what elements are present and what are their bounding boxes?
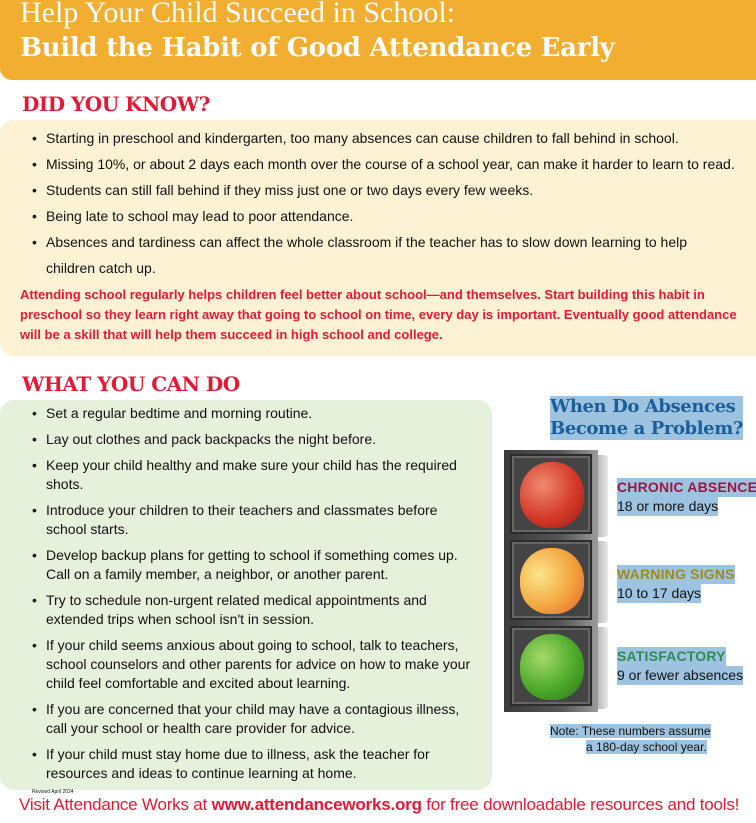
what-you-can-do-heading: WHAT YOU CAN DO: [22, 372, 240, 396]
level-label: CHRONIC ABSENCE: [617, 478, 756, 497]
list-item: Being late to school may lead to poor at…: [32, 203, 756, 229]
title-line-1: Help Your Child Succeed in School:: [20, 0, 455, 29]
level-detail: 18 or more days: [617, 497, 719, 516]
list-item: If your child seems anxious about going …: [32, 636, 472, 693]
panel-title-line-1: When Do Absences: [550, 396, 736, 417]
list-item: Develop backup plans for getting to scho…: [32, 546, 472, 584]
light-cell-yellow: [510, 540, 592, 620]
light-tab: [598, 455, 608, 537]
list-item: Students can still fall behind if they m…: [32, 177, 756, 203]
red-apple-icon: [520, 462, 584, 528]
traffic-light-graphic: [504, 450, 598, 712]
did-you-know-heading: DID YOU KNOW?: [22, 92, 210, 116]
level-warning: WARNING SIGNS 10 to 17 days: [617, 565, 735, 603]
level-detail: 9 or fewer absences: [617, 666, 744, 685]
revised-date: Revised April 2024: [32, 789, 74, 795]
list-item: If your child must stay home due to illn…: [32, 745, 472, 783]
list-item: Lay out clothes and pack backpacks the n…: [32, 430, 472, 449]
website-link[interactable]: www.attendanceworks.org: [211, 795, 422, 814]
level-label: SATISFACTORY: [617, 647, 726, 666]
callout-text: Attending school regularly helps childre…: [20, 287, 737, 342]
level-satisfactory: SATISFACTORY 9 or fewer absences: [617, 647, 744, 685]
footer-text: for free downloadable resources and tool…: [421, 795, 740, 814]
list-item: Missing 10%, or about 2 days each month …: [32, 151, 756, 177]
level-label: WARNING SIGNS: [617, 565, 735, 584]
what-you-can-do-box: Set a regular bedtime and morning routin…: [0, 400, 492, 790]
list-item: If you are concerned that your child may…: [32, 700, 472, 738]
note-line-2: a 180-day school year.: [586, 740, 707, 754]
list-item: Absences and tardiness can affect the wh…: [32, 229, 712, 281]
panel-title-line-2: Become a Problem?: [550, 418, 744, 439]
panel-title: When Do Absences Become a Problem?: [550, 396, 743, 440]
light-tab: [598, 541, 608, 623]
yellow-apple-icon: [520, 548, 584, 614]
level-chronic: CHRONIC ABSENCE 18 or more days: [617, 478, 756, 516]
footer-text: Visit Attendance Works at: [19, 795, 212, 814]
header-banner: Help Your Child Succeed in School: Build…: [0, 0, 756, 80]
title-line-2: Build the Habit of Good Attendance Early: [20, 33, 615, 63]
note-line-1: Note: These numbers assume: [550, 724, 711, 738]
panel-note: Note: These numbers assume a 180-day sch…: [550, 723, 711, 755]
light-cell-green: [510, 626, 592, 706]
list-item: Introduce your children to their teacher…: [32, 501, 472, 539]
light-tab: [598, 627, 608, 709]
list-item: Starting in preschool and kindergarten, …: [32, 125, 756, 151]
list-item: Set a regular bedtime and morning routin…: [32, 404, 472, 423]
light-cell-red: [510, 454, 592, 534]
did-you-know-box: Starting in preschool and kindergarten, …: [0, 120, 756, 356]
level-detail: 10 to 17 days: [617, 584, 702, 603]
list-item: Keep your child healthy and make sure yo…: [32, 456, 472, 494]
footer: Visit Attendance Works at www.attendance…: [19, 795, 739, 815]
green-apple-icon: [520, 634, 584, 700]
list-item: Try to schedule non-urgent related medic…: [32, 591, 472, 629]
